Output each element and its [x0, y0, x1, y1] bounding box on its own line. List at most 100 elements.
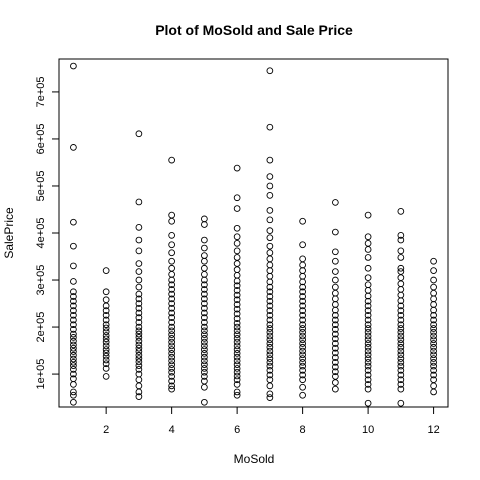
chart-title: Plot of MoSold and Sale Price [155, 22, 353, 38]
data-point [168, 211, 175, 219]
data-point [135, 276, 143, 284]
data-point [266, 371, 274, 379]
data-point [299, 321, 306, 329]
data-point [266, 192, 274, 199]
data-point [266, 358, 274, 366]
data-point [168, 276, 175, 284]
data-point [233, 319, 241, 327]
data-point [135, 362, 143, 369]
data-point [364, 316, 372, 324]
data-point [168, 249, 175, 257]
data-point [299, 297, 306, 305]
data-point [102, 324, 110, 332]
data-point [168, 327, 175, 335]
data-point [266, 207, 274, 214]
data-point [364, 297, 372, 305]
data-point [201, 334, 208, 342]
data-point [201, 215, 208, 223]
data-point [102, 307, 110, 314]
data-point [201, 398, 208, 406]
data-point [233, 271, 241, 279]
data-point [168, 338, 175, 346]
data-point [364, 381, 372, 388]
data-point [70, 341, 77, 349]
data-point [233, 391, 241, 399]
y-tick-label: 3e+05 [35, 265, 47, 296]
x-tick-label: 6 [234, 424, 240, 436]
data-point [201, 236, 208, 244]
data-point [397, 351, 405, 359]
data-point [168, 290, 175, 298]
data-point [201, 327, 208, 335]
data-point [364, 325, 372, 332]
data-point [266, 283, 274, 291]
data-point [201, 286, 208, 293]
data-point [201, 271, 208, 278]
data-point [332, 295, 339, 303]
data-point [266, 293, 274, 300]
data-point [70, 307, 77, 314]
x-tick-label: 4 [169, 424, 175, 436]
plot-frame [58, 58, 449, 408]
data-point [332, 257, 339, 265]
data-point [332, 268, 339, 275]
data-point [102, 346, 110, 353]
data-point [135, 344, 143, 352]
x-tick-label: 8 [300, 424, 306, 436]
data-point [168, 300, 175, 307]
data-point [135, 290, 143, 298]
data-point [397, 362, 405, 370]
data-point [364, 343, 372, 351]
data-point [299, 383, 306, 391]
data-point [364, 376, 372, 384]
data-point [266, 234, 274, 242]
data-point [168, 309, 175, 317]
data-point [397, 340, 405, 347]
data-point [266, 394, 274, 401]
data-point [430, 316, 437, 324]
data-point [332, 335, 339, 343]
data-point [299, 261, 306, 269]
data-point [168, 365, 175, 372]
data-point [70, 398, 77, 406]
data-point [201, 323, 208, 331]
data-point [299, 267, 306, 274]
data-point [397, 385, 405, 393]
data-point [397, 208, 405, 215]
data-point [364, 287, 372, 294]
data-point [233, 361, 241, 369]
data-point [332, 199, 339, 206]
data-point [430, 328, 437, 336]
data-point [168, 241, 175, 249]
data-point [364, 264, 372, 272]
data-point [70, 330, 77, 338]
data-point [135, 334, 143, 341]
data-point [168, 342, 175, 350]
data-point [70, 362, 77, 369]
data-point [135, 314, 143, 321]
data-point [233, 296, 241, 304]
data-point [364, 302, 372, 310]
data-point [135, 366, 143, 373]
data-point [266, 156, 274, 164]
data-point [266, 173, 274, 180]
data-point [266, 227, 274, 234]
data-point [135, 358, 143, 366]
data-point [233, 260, 241, 267]
data-point [430, 371, 437, 379]
data-point [397, 280, 405, 288]
data-point [201, 331, 208, 338]
data-point [332, 344, 339, 352]
data-point [135, 304, 143, 312]
data-point [135, 355, 143, 362]
data-point [102, 311, 110, 319]
data-point [364, 274, 372, 282]
data-point [397, 355, 405, 362]
data-point [332, 354, 339, 361]
data-point [233, 287, 241, 294]
data-point [201, 257, 208, 265]
data-point [299, 340, 306, 347]
data-point [70, 316, 77, 324]
data-point [397, 311, 405, 319]
data-point [430, 347, 437, 355]
